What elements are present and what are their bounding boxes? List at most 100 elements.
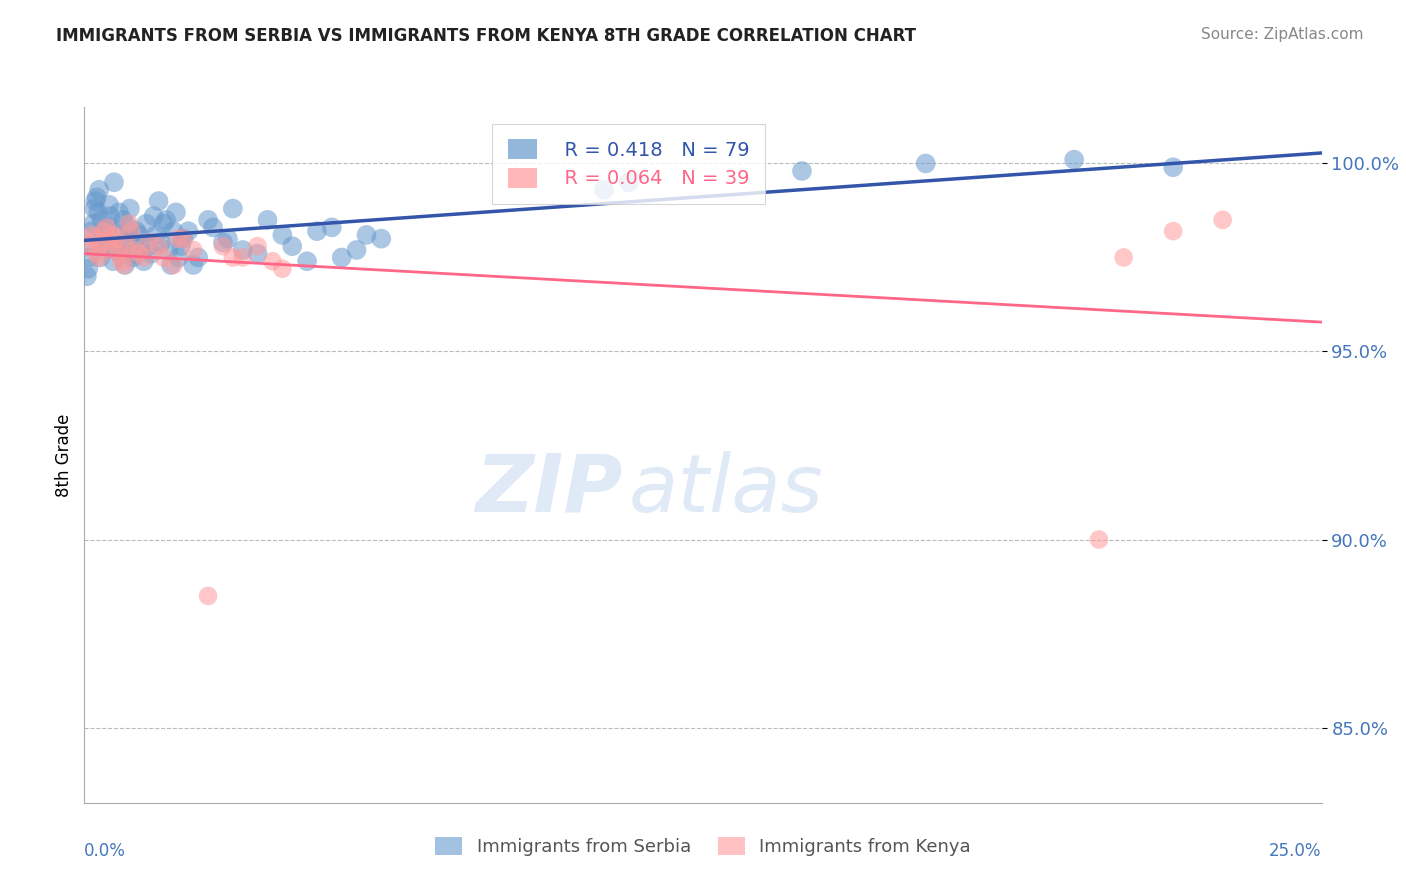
- Point: [141, 246, 163, 260]
- Point: [246, 246, 269, 260]
- Point: [232, 243, 254, 257]
- Point: [1161, 160, 1184, 174]
- Point: [107, 224, 129, 238]
- Point: [165, 205, 187, 219]
- Point: [246, 239, 269, 253]
- Point: [118, 217, 141, 231]
- Point: [80, 224, 103, 238]
- Point: [87, 205, 110, 219]
- Point: [103, 227, 125, 242]
- Point: [172, 232, 194, 246]
- Point: [305, 224, 328, 238]
- Point: [160, 258, 183, 272]
- Point: [83, 232, 105, 246]
- Point: [86, 190, 108, 204]
- Point: [79, 239, 101, 253]
- Point: [84, 194, 107, 208]
- Point: [181, 258, 204, 272]
- Point: [148, 239, 170, 253]
- Point: [346, 243, 368, 257]
- Point: [108, 205, 131, 219]
- Point: [89, 251, 111, 265]
- Point: [132, 251, 155, 265]
- Point: [111, 212, 134, 227]
- Point: [256, 212, 278, 227]
- Point: [125, 224, 148, 238]
- Point: [98, 235, 121, 250]
- Point: [135, 217, 157, 231]
- Point: [177, 224, 200, 238]
- Legend: Immigrants from Serbia, Immigrants from Kenya: Immigrants from Serbia, Immigrants from …: [427, 830, 979, 863]
- Point: [80, 227, 103, 242]
- Point: [91, 227, 114, 242]
- Point: [1063, 153, 1085, 167]
- Point: [281, 239, 304, 253]
- Point: [89, 183, 111, 197]
- Point: [152, 251, 174, 265]
- Point: [617, 175, 640, 189]
- Point: [117, 232, 139, 246]
- Point: [212, 239, 235, 253]
- Point: [93, 239, 115, 253]
- Point: [172, 232, 194, 246]
- Point: [1112, 251, 1135, 265]
- Point: [148, 194, 170, 208]
- Point: [145, 227, 167, 242]
- Point: [295, 254, 318, 268]
- Point: [330, 251, 353, 265]
- Point: [321, 220, 343, 235]
- Point: [115, 239, 138, 253]
- Point: [90, 235, 112, 250]
- Point: [1161, 224, 1184, 238]
- Point: [110, 254, 132, 268]
- Point: [94, 235, 117, 250]
- Point: [118, 202, 141, 216]
- Point: [217, 232, 239, 246]
- Point: [202, 220, 225, 235]
- Point: [108, 246, 131, 260]
- Point: [121, 251, 143, 265]
- Y-axis label: 8th Grade: 8th Grade: [55, 413, 73, 497]
- Point: [98, 198, 121, 212]
- Point: [114, 258, 136, 272]
- Point: [101, 254, 124, 268]
- Point: [170, 239, 193, 253]
- Point: [271, 227, 294, 242]
- Point: [97, 220, 120, 235]
- Point: [212, 235, 235, 250]
- Point: [96, 220, 118, 235]
- Point: [112, 235, 135, 250]
- Point: [356, 227, 378, 242]
- Point: [98, 209, 121, 223]
- Point: [232, 251, 254, 265]
- Point: [118, 220, 141, 235]
- Point: [222, 202, 245, 216]
- Point: [79, 239, 101, 253]
- Point: [89, 251, 111, 265]
- Point: [122, 246, 145, 260]
- Point: [914, 156, 936, 170]
- Text: atlas: atlas: [628, 450, 824, 529]
- Point: [82, 217, 104, 231]
- Point: [77, 261, 100, 276]
- Point: [162, 224, 184, 238]
- Text: Source: ZipAtlas.com: Source: ZipAtlas.com: [1201, 27, 1364, 42]
- Point: [79, 251, 101, 265]
- Text: 0.0%: 0.0%: [84, 842, 127, 860]
- Point: [197, 589, 219, 603]
- Point: [93, 224, 115, 238]
- Point: [370, 232, 392, 246]
- Text: ZIP: ZIP: [475, 450, 623, 529]
- Point: [122, 243, 145, 257]
- Point: [142, 209, 165, 223]
- Point: [181, 243, 204, 257]
- Point: [1212, 212, 1234, 227]
- Point: [86, 246, 108, 260]
- Point: [129, 239, 152, 253]
- Point: [120, 224, 142, 238]
- Point: [103, 175, 125, 189]
- Point: [1088, 533, 1111, 547]
- Point: [138, 239, 160, 253]
- Point: [132, 254, 155, 268]
- Point: [112, 258, 135, 272]
